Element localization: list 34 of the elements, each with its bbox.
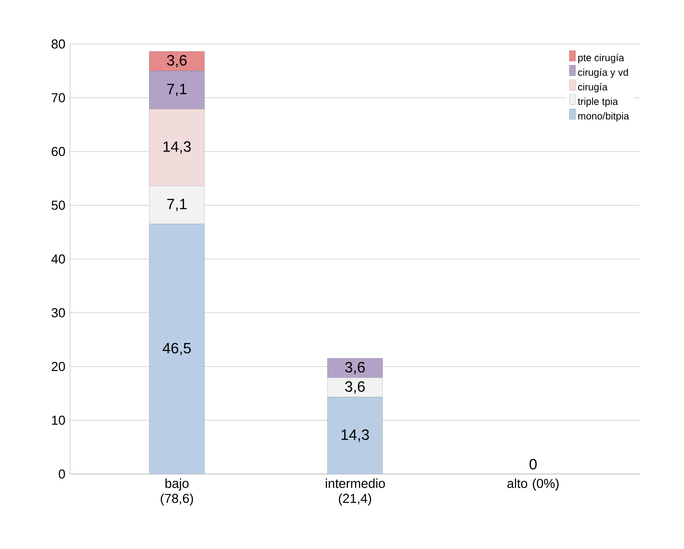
legend-label: pte cirugía: [578, 54, 624, 64]
bar: [327, 396, 383, 474]
bar: [327, 378, 383, 398]
legend-label: triple tpia: [578, 98, 618, 107]
bar: [149, 186, 205, 224]
bar: [149, 70, 205, 110]
y-tick-label: 0: [58, 469, 65, 479]
bar: [149, 224, 205, 474]
data-label: 3,6: [167, 55, 187, 68]
y-tick-label: 40: [51, 254, 65, 264]
legend-label: cirugía: [578, 83, 608, 92]
data-label: 7,1: [167, 84, 187, 96]
data-label: 14,3: [163, 141, 191, 154]
bar: [149, 108, 205, 186]
y-tick-label: 20: [52, 362, 65, 372]
data-label: 7,1: [167, 198, 187, 212]
legend-label: cirugía y vd: [578, 68, 628, 78]
y-tick-label: 70: [52, 93, 65, 102]
x-tick-label: bajo (78,6): [160, 478, 193, 506]
data-label: 46,5: [162, 342, 191, 356]
y-tick-label: 60: [52, 146, 65, 156]
data-label: 3,6: [345, 381, 365, 394]
data-label: 0: [530, 458, 537, 470]
y-tick-label: 80: [52, 39, 65, 49]
y-tick-label: 30: [52, 308, 65, 318]
data-label: 3,6: [345, 362, 365, 374]
bar: [149, 51, 205, 72]
bar: [327, 358, 383, 378]
y-tick-label: 50: [52, 200, 65, 210]
legend-label: mono/bitpia: [578, 112, 630, 122]
x-tick-label: alto (0%): [507, 478, 559, 491]
x-tick-label: intermedio (21,4): [326, 478, 385, 506]
data-label: 14,3: [342, 429, 369, 442]
y-tick-label: 10: [52, 416, 65, 425]
